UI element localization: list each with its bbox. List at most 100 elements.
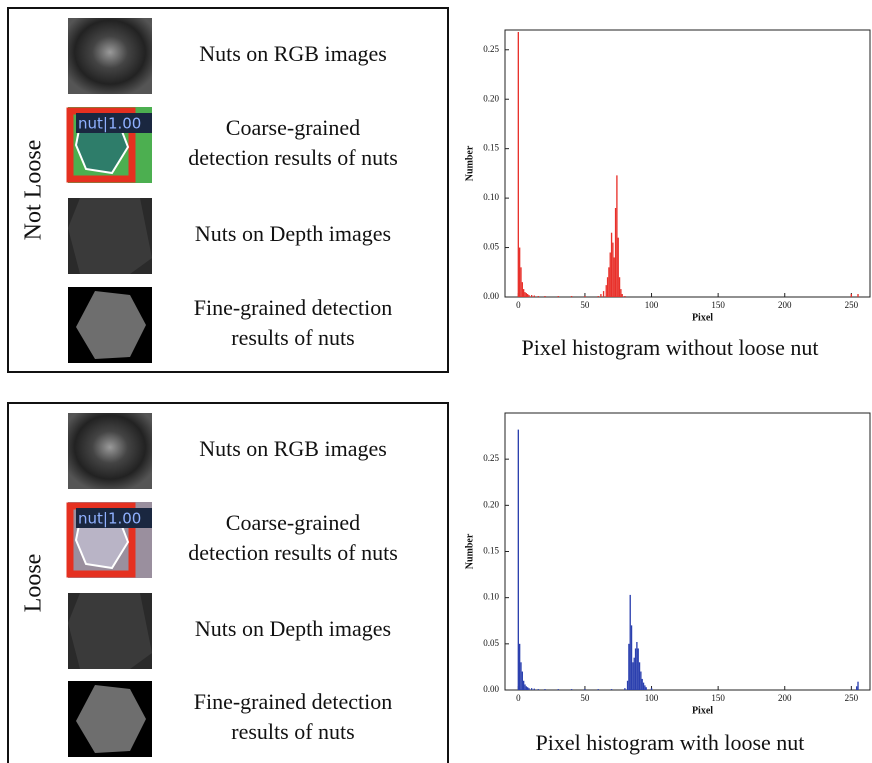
histogram-bar bbox=[528, 295, 530, 297]
overlay-label: nut|1.00 bbox=[78, 510, 141, 528]
panel-label: Loose bbox=[21, 554, 47, 613]
histogram-bar bbox=[521, 282, 523, 297]
histogram-bar bbox=[544, 296, 546, 297]
histogram-bar bbox=[584, 689, 586, 690]
histogram-bar bbox=[522, 680, 525, 690]
panel-label: Not Loose bbox=[21, 140, 47, 241]
y-axis-label: Number bbox=[464, 145, 475, 181]
fine-nut bbox=[76, 685, 146, 753]
plot-frame bbox=[504, 29, 871, 298]
x-tick-label: 150 bbox=[711, 300, 725, 310]
histogram-bar bbox=[613, 257, 615, 297]
depth-nut bbox=[68, 593, 152, 669]
histogram-bar bbox=[605, 285, 607, 297]
histogram-bar bbox=[537, 296, 539, 297]
x-tick-label: 200 bbox=[778, 300, 792, 310]
x-tick-label: 100 bbox=[645, 693, 659, 703]
x-tick-label: 150 bbox=[711, 693, 725, 703]
histogram-bar bbox=[618, 277, 621, 297]
histogram-bar bbox=[616, 175, 618, 297]
row-text: Coarse-grained bbox=[226, 510, 360, 535]
histogram-bar bbox=[544, 689, 546, 690]
rgb-image bbox=[68, 413, 152, 489]
histogram-bar bbox=[634, 648, 637, 690]
histogram-bar bbox=[525, 686, 527, 690]
histogram-bar bbox=[526, 687, 529, 690]
y-tick-label: 0.25 bbox=[483, 453, 499, 463]
y-tick-label: 0.00 bbox=[483, 291, 499, 301]
histogram-bar bbox=[570, 296, 573, 297]
y-tick-label: 0.05 bbox=[483, 242, 499, 252]
histogram-bar bbox=[626, 680, 629, 690]
histogram-bar bbox=[528, 688, 530, 690]
x-tick-label: 200 bbox=[778, 693, 792, 703]
histogram-bar bbox=[525, 293, 527, 297]
panel-box bbox=[7, 402, 449, 763]
histogram-bar bbox=[522, 289, 525, 297]
row-text: Fine-grained detection bbox=[194, 689, 393, 714]
histogram-bar bbox=[640, 671, 642, 690]
y-tick-label: 0.15 bbox=[483, 143, 499, 153]
x-tick-label: 0 bbox=[516, 300, 521, 310]
histogram-bar bbox=[621, 294, 623, 297]
x-axis-label: Pixel bbox=[692, 312, 713, 323]
y-tick-label: 0.20 bbox=[483, 93, 499, 103]
histogram-bar bbox=[857, 294, 859, 297]
detection-box bbox=[66, 502, 136, 578]
x-tick-label: 0 bbox=[516, 693, 521, 703]
histogram-bar bbox=[608, 267, 610, 297]
row-text: Nuts on Depth images bbox=[195, 616, 391, 641]
histogram-bar bbox=[617, 237, 619, 297]
chart-caption: Pixel histogram with loose nut bbox=[536, 730, 805, 755]
detection-box bbox=[66, 107, 136, 183]
histogram-bar bbox=[636, 641, 638, 690]
histogram-bar bbox=[557, 296, 559, 297]
histogram-bar bbox=[520, 267, 522, 297]
histogram-bar bbox=[530, 295, 533, 297]
histogram-bar bbox=[521, 671, 523, 690]
histogram-bar bbox=[530, 688, 533, 690]
histogram-bar bbox=[602, 291, 605, 297]
histogram-bar bbox=[584, 296, 586, 297]
histogram-bar bbox=[600, 294, 602, 297]
histogram-bar bbox=[856, 686, 858, 690]
histogram-bar bbox=[524, 684, 526, 690]
row-text: detection results of nuts bbox=[188, 145, 398, 170]
histogram-bar bbox=[628, 643, 630, 690]
histogram-bar bbox=[533, 295, 535, 297]
histogram-bar bbox=[632, 662, 634, 690]
row-text: Nuts on RGB images bbox=[199, 436, 387, 461]
histogram-bar bbox=[609, 252, 611, 297]
histogram-bar bbox=[597, 689, 599, 690]
row-text: Fine-grained detection bbox=[194, 295, 393, 320]
histogram-bar bbox=[644, 685, 646, 690]
x-tick-label: 50 bbox=[580, 693, 590, 703]
x-axis-label: Pixel bbox=[692, 705, 713, 716]
histogram-bar bbox=[517, 31, 519, 297]
histogram-bar bbox=[624, 296, 626, 297]
histogram-bar bbox=[630, 625, 633, 690]
fine-nut bbox=[76, 291, 146, 359]
y-tick-label: 0.00 bbox=[483, 684, 499, 694]
histogram-bar bbox=[645, 687, 647, 690]
overlay-bg bbox=[76, 113, 152, 133]
histogram-bar bbox=[517, 429, 519, 690]
histogram-bar bbox=[518, 247, 521, 297]
overlay-label: nut|1.00 bbox=[78, 115, 141, 133]
y-tick-label: 0.20 bbox=[483, 499, 499, 509]
row-text: Nuts on Depth images bbox=[195, 221, 391, 246]
x-tick-label: 250 bbox=[845, 300, 859, 310]
histogram-bar bbox=[537, 689, 539, 690]
y-axis-label: Number bbox=[464, 533, 475, 569]
histogram-bar bbox=[518, 643, 521, 690]
x-tick-label: 250 bbox=[845, 693, 859, 703]
row-text: Nuts on RGB images bbox=[199, 41, 387, 66]
row-text: detection results of nuts bbox=[188, 540, 398, 565]
histogram-bar bbox=[533, 688, 535, 690]
x-tick-label: 50 bbox=[580, 300, 590, 310]
panel-box bbox=[7, 7, 449, 373]
histogram-bar bbox=[638, 662, 641, 690]
row-text: Coarse-grained bbox=[226, 115, 360, 140]
histogram-bar bbox=[597, 296, 599, 297]
histogram-bar bbox=[612, 242, 614, 297]
